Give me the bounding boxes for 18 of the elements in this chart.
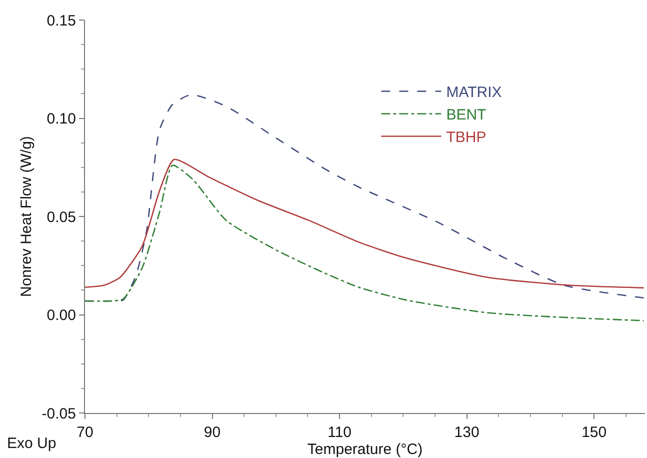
x-tick-label: 110 [328, 424, 352, 441]
y-tick-label: 0.05 [46, 208, 76, 226]
legend-label: MATRIX [446, 84, 502, 102]
legend-label: TBHP [446, 129, 486, 146]
y-axis-title: Nonrev Heat Flow (W/g) [18, 136, 36, 297]
x-tick-label: 150 [582, 424, 607, 441]
y-tick-label: 0.15 [46, 12, 76, 30]
y-tick-label: -0.05 [42, 405, 76, 422]
legend-label: BENT [446, 106, 486, 124]
x-tick-label: 90 [204, 424, 221, 441]
text: Exo Up [7, 435, 56, 452]
x-axis-title: Temperature (°C) [307, 441, 423, 458]
x-tick-label: 70 [76, 424, 94, 441]
y-tick-label: 0.00 [46, 307, 76, 324]
y-tick-label: 0.10 [46, 110, 76, 128]
line-series [85, 158, 644, 288]
line-series [85, 164, 644, 322]
x-tick-label: 130 [454, 424, 480, 441]
